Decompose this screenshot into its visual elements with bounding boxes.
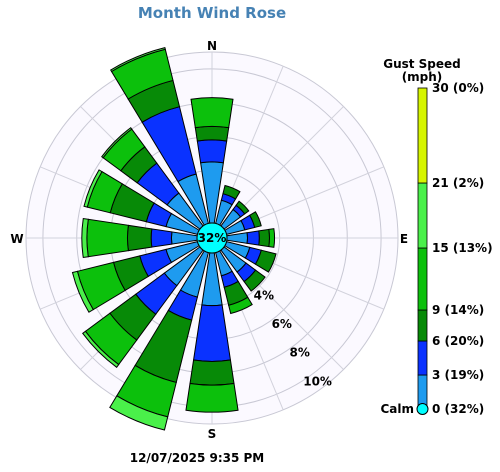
legend-labels: 0 (32%) 3 (19%) 6 (20%) 9 (14%) 15 (13%) 21 (…: [380, 81, 492, 416]
legend-calm-swatch: [416, 403, 429, 415]
petal-S-segment-3: [189, 359, 235, 386]
calm-percent-label: 32%: [198, 231, 227, 245]
wind-petals: [71, 46, 277, 431]
legend-label-4: 15 (13%): [432, 241, 493, 255]
petal-E-segment-4: [268, 228, 276, 248]
petal-E-segment-3: [258, 228, 270, 248]
timestamp: 12/07/2025 9:35 PM: [130, 451, 265, 465]
petal-NNE-segment-3: [222, 184, 241, 200]
petal-W-segment-5: [81, 217, 89, 259]
ring-label-4: 4%: [254, 288, 274, 302]
petal-WNW: [83, 169, 200, 236]
petal-NW-segment-5: [101, 127, 133, 159]
legend-label-5: 21 (2%): [432, 176, 484, 190]
legend-calm-label: Calm: [380, 402, 414, 416]
petal-ESE: [224, 240, 277, 273]
petal-N-segment-4: [190, 97, 234, 129]
petal-SSE: [214, 250, 253, 315]
legend-swatch-4: [417, 247, 428, 311]
ring-label-6: 6%: [272, 317, 292, 331]
chart-title: Month Wind Rose: [138, 4, 286, 22]
petal-WSW-segment-5: [71, 270, 94, 313]
legend-swatch-6: [417, 87, 428, 184]
legend-swatch-3: [417, 309, 428, 342]
petal-NE-segment-3: [235, 200, 250, 215]
petal-ENE: [224, 211, 262, 236]
petal-SW-segment-5: [82, 330, 120, 368]
petal-NNW-segment-5: [109, 46, 166, 73]
petal-S-segment-4: [185, 382, 239, 413]
petal-E: [226, 228, 276, 248]
petal-SW: [82, 246, 204, 368]
petal-NW: [101, 127, 204, 230]
compass-south: S: [208, 427, 217, 441]
petal-W-segment-2: [150, 228, 173, 248]
petal-SE: [220, 246, 266, 292]
compass-north: N: [207, 39, 217, 53]
legend-label-2: 6 (20%): [432, 334, 484, 348]
petal-SE-segment-3: [243, 269, 266, 292]
legend: Gust Speed (mph) 0 (32%) 3 (19%) 6 (20%) 9 …: [380, 57, 492, 416]
petal-NNE: [214, 184, 241, 226]
petal-W-segment-4: [86, 218, 129, 258]
petal-ESE-segment-3: [254, 249, 277, 273]
legend-swatch-2: [417, 340, 428, 376]
petal-SSW-segment-5: [109, 395, 169, 431]
petal-ENE-segment-3: [248, 211, 262, 229]
legend-title: Gust Speed: [383, 57, 461, 71]
petal-W: [81, 217, 198, 259]
petal-WNW-segment-5: [83, 169, 103, 208]
legend-swatch-5: [417, 182, 428, 249]
legend-label-1: 3 (19%): [432, 368, 484, 382]
petal-N: [190, 97, 234, 224]
petal-N-segment-3: [194, 125, 230, 142]
calm-circle: [196, 222, 228, 254]
petal-W-segment-3: [126, 224, 153, 252]
legend-color-bar: [416, 87, 429, 415]
compass-west: W: [10, 232, 23, 246]
petal-E-segment-2: [246, 230, 260, 246]
petal-SSE-segment-4: [228, 296, 253, 315]
legend-unit: (mph): [402, 70, 443, 84]
petal-S: [185, 252, 239, 413]
petal-SSW: [109, 250, 210, 431]
petal-N-segment-2: [196, 139, 228, 164]
polar-plot: 32% 4% 6% 8% 10%: [25, 46, 399, 431]
petal-NE: [220, 200, 250, 230]
legend-label-0: 0 (32%): [432, 402, 484, 416]
ring-label-10: 10%: [303, 374, 332, 388]
legend-label-6: 30 (0%): [432, 81, 484, 95]
legend-label-3: 9 (14%): [432, 303, 484, 317]
ring-label-8: 8%: [289, 346, 309, 360]
petal-NNW: [109, 46, 210, 226]
compass-east: E: [400, 232, 408, 246]
radial-tick-labels: 4% 6% 8% 10%: [254, 288, 332, 388]
